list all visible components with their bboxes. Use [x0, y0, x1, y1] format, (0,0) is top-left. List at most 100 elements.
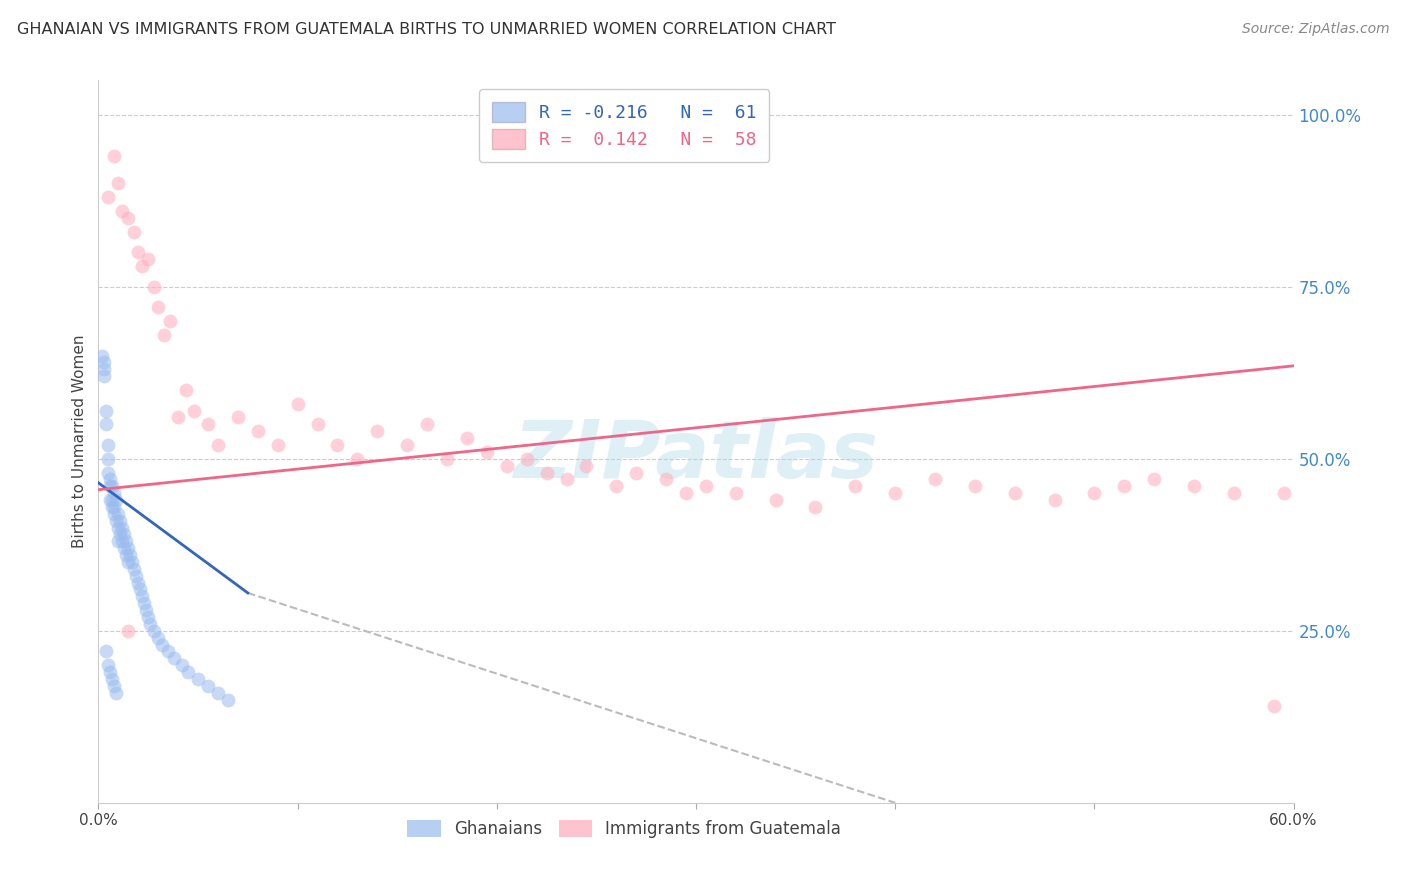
Point [117, 211, 139, 225]
Point [97, 658, 120, 673]
Point [110, 514, 132, 528]
Point [183, 403, 205, 417]
Point [157, 644, 180, 658]
Point [1114, 479, 1136, 493]
Point [963, 479, 986, 493]
Point [117, 555, 139, 569]
Point [107, 507, 129, 521]
Point [107, 520, 129, 534]
Y-axis label: Births to Unmarried Women: Births to Unmarried Women [72, 334, 87, 549]
Point [197, 679, 219, 693]
Point [97, 190, 120, 204]
Point [96, 403, 118, 417]
Point [884, 486, 907, 500]
Point [107, 177, 129, 191]
Point [124, 562, 146, 576]
Text: ZIPatlas: ZIPatlas [513, 417, 879, 495]
Point [97, 466, 120, 480]
Point [366, 424, 388, 438]
Point [131, 590, 153, 604]
Point [346, 451, 368, 466]
Point [287, 397, 309, 411]
Point [112, 527, 135, 541]
Point [226, 410, 249, 425]
Point [207, 438, 229, 452]
Point [197, 417, 219, 432]
Point [575, 458, 598, 473]
Point [167, 410, 190, 425]
Point [516, 451, 538, 466]
Point [105, 686, 128, 700]
Point [139, 616, 162, 631]
Point [101, 672, 124, 686]
Text: GHANAIAN VS IMMIGRANTS FROM GUATEMALA BIRTHS TO UNMARRIED WOMEN CORRELATION CHAR: GHANAIAN VS IMMIGRANTS FROM GUATEMALA BI… [17, 22, 837, 37]
Point [105, 514, 128, 528]
Point [1223, 486, 1246, 500]
Point [804, 500, 827, 514]
Point [326, 438, 349, 452]
Point [107, 534, 129, 549]
Point [626, 466, 648, 480]
Point [143, 279, 166, 293]
Point [148, 631, 170, 645]
Point [125, 568, 148, 582]
Point [675, 486, 697, 500]
Point [131, 259, 153, 273]
Point [111, 520, 134, 534]
Point [605, 479, 627, 493]
Point [1043, 493, 1066, 508]
Point [103, 679, 125, 693]
Point [436, 451, 458, 466]
Point [396, 438, 419, 452]
Point [207, 686, 229, 700]
Point [120, 548, 142, 562]
Point [134, 596, 156, 610]
Point [97, 438, 120, 452]
Point [112, 541, 135, 556]
Point [136, 252, 159, 267]
Point [91, 349, 114, 363]
Point [495, 458, 517, 473]
Point [724, 486, 747, 500]
Point [416, 417, 439, 432]
Point [93, 362, 115, 376]
Point [117, 624, 139, 638]
Point [117, 541, 139, 556]
Point [924, 472, 946, 486]
Point [111, 534, 134, 549]
Point [98, 493, 122, 508]
Point [103, 149, 125, 163]
Point [150, 638, 173, 652]
Point [267, 438, 290, 452]
Point [136, 610, 159, 624]
Point [1263, 699, 1285, 714]
Point [98, 472, 122, 486]
Point [101, 493, 124, 508]
Point [1004, 486, 1026, 500]
Point [93, 369, 115, 384]
Point [103, 486, 125, 500]
Point [101, 500, 124, 514]
Point [135, 603, 157, 617]
Point [103, 507, 125, 521]
Point [143, 624, 166, 638]
Point [1182, 479, 1205, 493]
Point [159, 314, 181, 328]
Point [115, 534, 138, 549]
Point [111, 204, 134, 219]
Point [101, 479, 124, 493]
Point [1083, 486, 1105, 500]
Point [153, 327, 176, 342]
Point [163, 651, 186, 665]
Point [187, 672, 209, 686]
Point [121, 555, 143, 569]
Point [93, 355, 115, 369]
Point [655, 472, 678, 486]
Point [115, 548, 138, 562]
Point [129, 582, 152, 597]
Point [96, 644, 118, 658]
Point [148, 301, 170, 315]
Text: Source: ZipAtlas.com: Source: ZipAtlas.com [1241, 22, 1389, 37]
Point [124, 225, 146, 239]
Legend: Ghanaians, Immigrants from Guatemala: Ghanaians, Immigrants from Guatemala [401, 814, 848, 845]
